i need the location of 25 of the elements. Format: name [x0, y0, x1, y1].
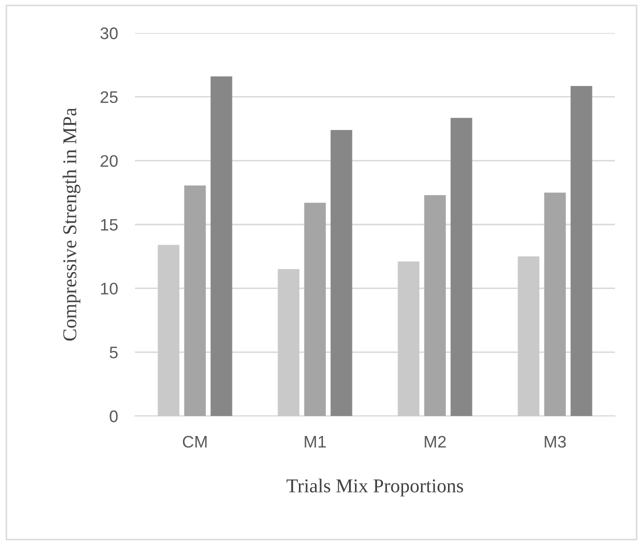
y-tick-label: 20 — [100, 155, 118, 167]
y-axis-title: Compressive Strength in MPa — [62, 108, 80, 341]
bar — [210, 76, 232, 416]
bar — [450, 118, 472, 416]
bar — [278, 269, 300, 416]
x-tick-label: M3 — [544, 436, 566, 448]
x-tick-label: CM — [182, 436, 207, 448]
bar — [424, 195, 446, 416]
x-tick-label: M2 — [424, 436, 446, 448]
x-axis-title: Trials Mix Proportions — [286, 478, 464, 496]
bar — [304, 202, 326, 416]
y-tick-label: 5 — [110, 346, 118, 358]
y-tick-label: 0 — [110, 410, 118, 422]
bar — [570, 86, 592, 416]
bar — [398, 262, 420, 416]
y-tick-label: 25 — [100, 91, 118, 104]
bar — [158, 244, 180, 416]
y-tick-label: 15 — [101, 219, 118, 231]
bar — [544, 192, 566, 416]
bar — [330, 130, 352, 416]
y-tick-label: 30 — [100, 27, 118, 40]
y-tick-label: 10 — [101, 282, 118, 295]
bar — [184, 186, 206, 416]
x-tick-label: M1 — [304, 436, 326, 448]
bar — [518, 256, 540, 416]
